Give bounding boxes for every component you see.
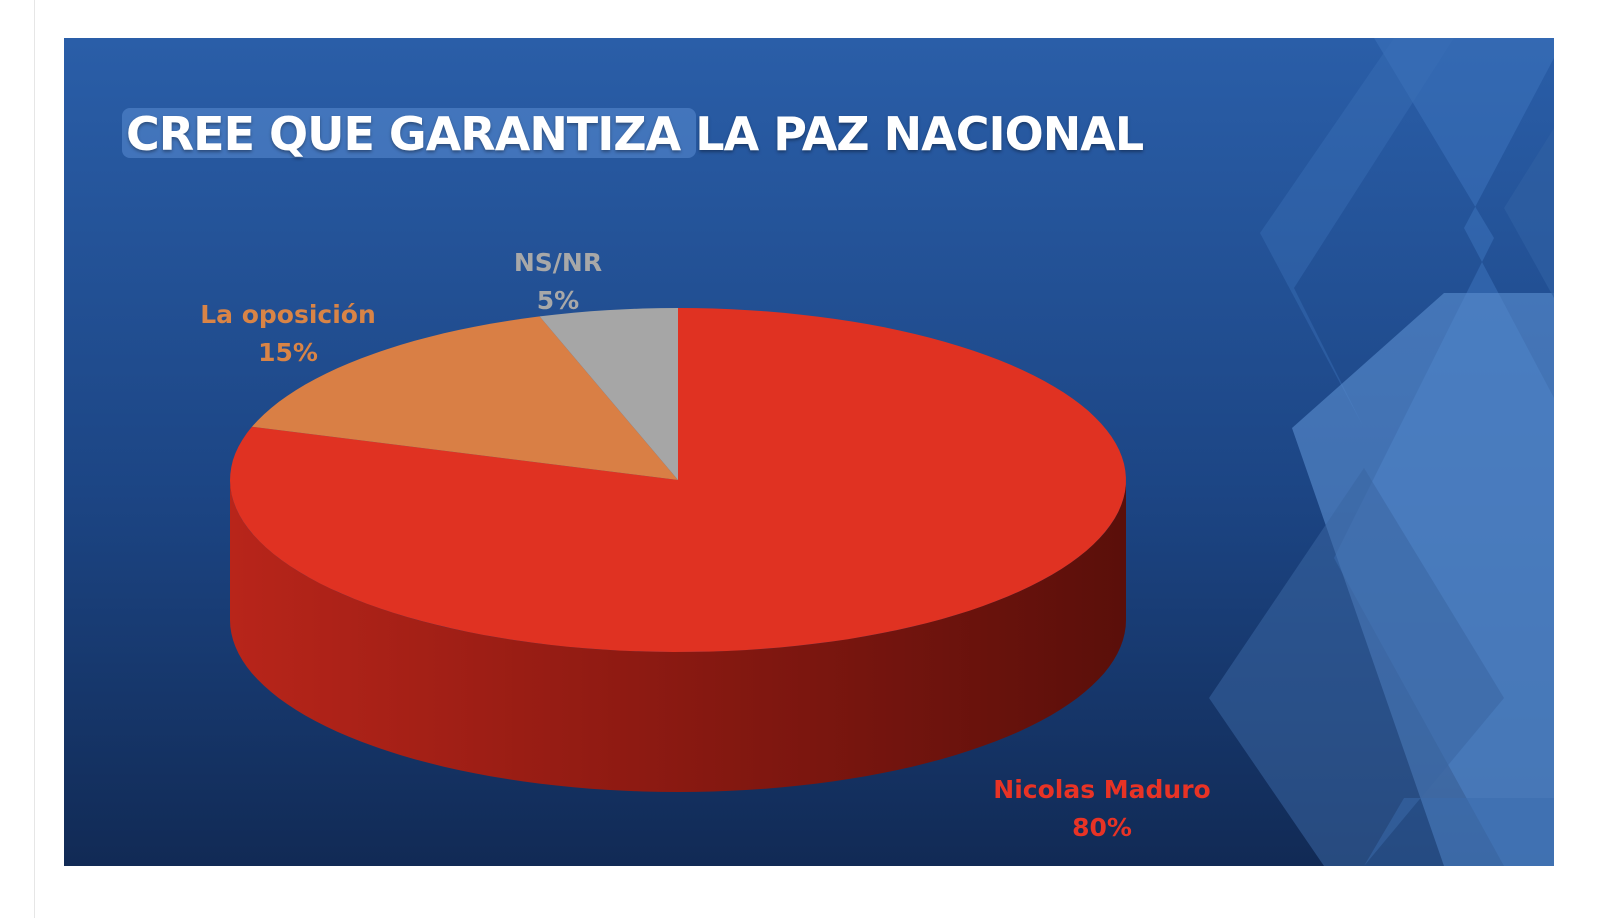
slice-value-text: 15% [258, 338, 318, 367]
decorative-chevron [1364, 798, 1554, 866]
decorative-chevron [1504, 128, 1554, 298]
slice-label-maduro: Nicolas Maduro 80% [982, 771, 1222, 847]
chart-slide: CREE QUE GARANTIZA LA PAZ NACIONAL NS/NR… [64, 38, 1554, 866]
title-highlight [122, 108, 696, 158]
decorative-chevron [1260, 38, 1454, 428]
pie-slice-ns-nr [539, 308, 678, 480]
slice-label-nsnr: NS/NR 5% [498, 244, 618, 320]
slice-value-text: 5% [536, 286, 580, 315]
slice-label-text: La oposición [200, 300, 376, 329]
slice-label-text: NS/NR [513, 248, 603, 277]
decorative-chevron [1209, 468, 1504, 866]
slice-value-text: 80% [1072, 813, 1132, 842]
pie-side-wall [230, 480, 1126, 792]
slice-label-oposicion: La oposición 15% [188, 296, 388, 372]
pie-slices [230, 308, 1126, 792]
chart-title: CREE QUE GARANTIZA LA PAZ NACIONAL [126, 107, 1144, 161]
pie-slice-la-oposici-n [251, 316, 678, 480]
pie-slice-nicolas-maduro [230, 308, 1126, 652]
decorative-chevrons [1209, 38, 1554, 866]
page-divider [34, 0, 35, 918]
slice-label-text: Nicolas Maduro [993, 775, 1211, 804]
pie-chart [64, 38, 1554, 866]
